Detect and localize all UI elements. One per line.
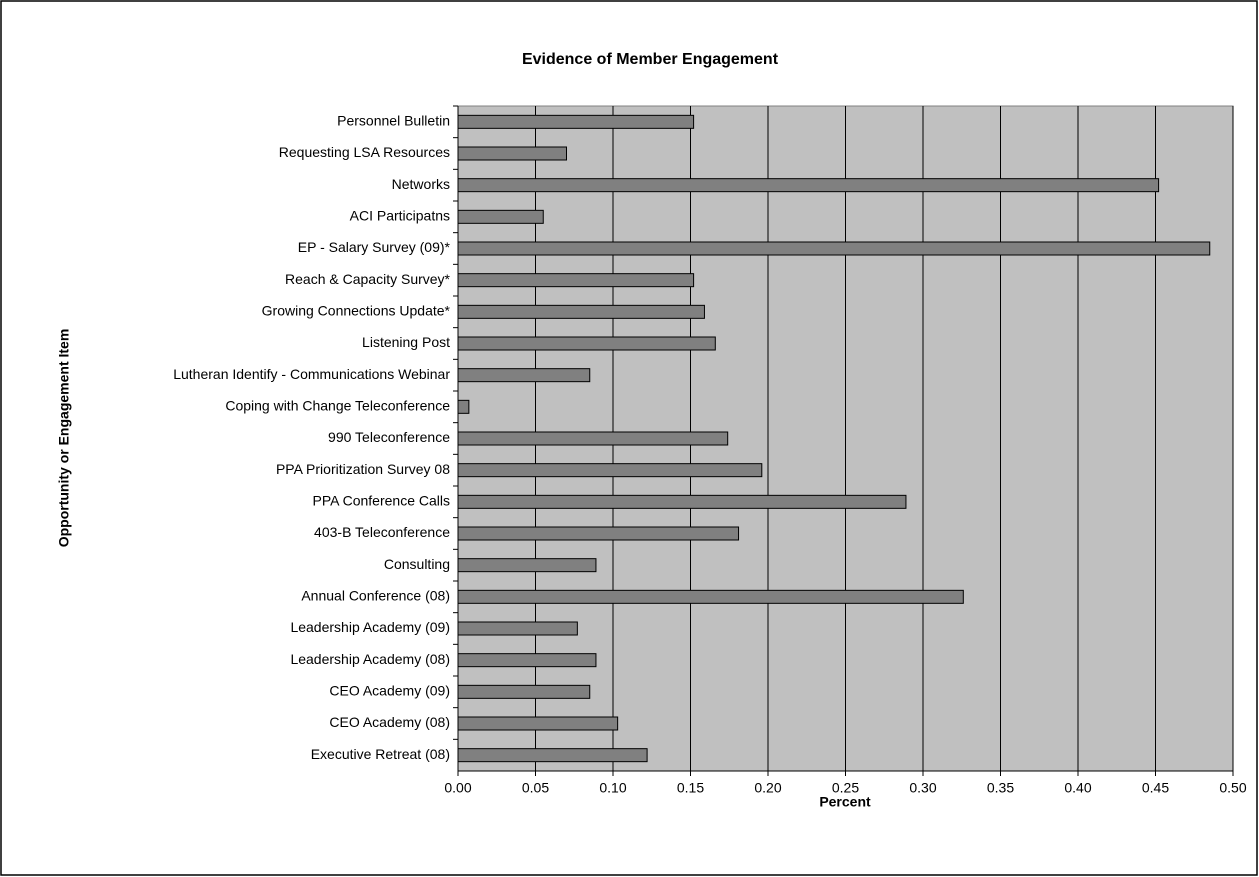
y-tick-label: Consulting: [384, 556, 450, 572]
x-tick-label: 0.25: [832, 780, 859, 796]
bar: [457, 336, 716, 351]
y-tick-label: 403-B Teleconference: [314, 524, 450, 540]
y-tick-label: Leadership Academy (08): [290, 651, 450, 667]
bar: [457, 273, 695, 288]
bar: [457, 178, 1160, 193]
x-tick-label: 0.35: [987, 780, 1014, 796]
y-tick-label: ACI Participatns: [350, 208, 450, 224]
bar: [457, 209, 544, 224]
y-tick-label: Personnel Bulletin: [337, 113, 450, 129]
bar: [457, 526, 740, 541]
bar: [457, 463, 763, 478]
y-axis-label: Opportunity or Engagement Item: [56, 329, 72, 548]
y-tick-label: Growing Connections Update*: [262, 303, 451, 319]
y-tick-label: Executive Retreat (08): [311, 746, 450, 762]
x-axis-label: Percent: [819, 794, 871, 810]
y-tick-label: Annual Conference (08): [301, 588, 450, 604]
x-tick-label: 0.30: [909, 780, 936, 796]
bar: [457, 716, 619, 731]
x-tick-label: 0.40: [1064, 780, 1091, 796]
x-tick-label: 0.00: [444, 780, 471, 796]
bar: [457, 589, 964, 604]
y-tick-label: EP - Salary Survey (09)*: [298, 239, 451, 255]
y-tick-label: Requesting LSA Resources: [279, 144, 450, 160]
bar: [457, 494, 907, 509]
y-tick-label: Listening Post: [362, 334, 450, 350]
y-tick-label: 990 Teleconference: [328, 429, 450, 445]
bar: [457, 146, 567, 161]
chart-title: Evidence of Member Engagement: [522, 51, 779, 68]
y-tick-label: CEO Academy (09): [329, 683, 450, 699]
x-tick-label: 0.15: [677, 780, 704, 796]
y-tick-label: Lutheran Identify - Communications Webin…: [173, 366, 450, 382]
y-tick-label: PPA Conference Calls: [313, 493, 450, 509]
bar: [457, 241, 1211, 256]
y-tick-label: Coping with Change Teleconference: [225, 398, 450, 414]
y-tick-label: PPA Prioritization Survey 08: [276, 461, 450, 477]
y-tick-label: CEO Academy (08): [329, 714, 450, 730]
bar: [457, 368, 591, 383]
x-tick-label: 0.20: [754, 780, 781, 796]
x-tick-label: 0.50: [1219, 780, 1246, 796]
y-tick-label: Networks: [392, 176, 450, 192]
bar: [457, 399, 470, 414]
bar: [457, 748, 648, 763]
bar: [457, 653, 597, 668]
bar: [457, 684, 591, 699]
bar: [457, 114, 695, 129]
x-tick-label: 0.10: [599, 780, 626, 796]
y-tick-label: Leadership Academy (09): [290, 619, 450, 635]
bar: [457, 431, 729, 446]
x-tick-label: 0.05: [522, 780, 549, 796]
y-tick-label: Reach & Capacity Survey*: [285, 271, 451, 287]
x-tick-label: 0.45: [1142, 780, 1169, 796]
bar: [457, 558, 597, 573]
bar: [457, 304, 705, 319]
bar: [457, 621, 578, 636]
